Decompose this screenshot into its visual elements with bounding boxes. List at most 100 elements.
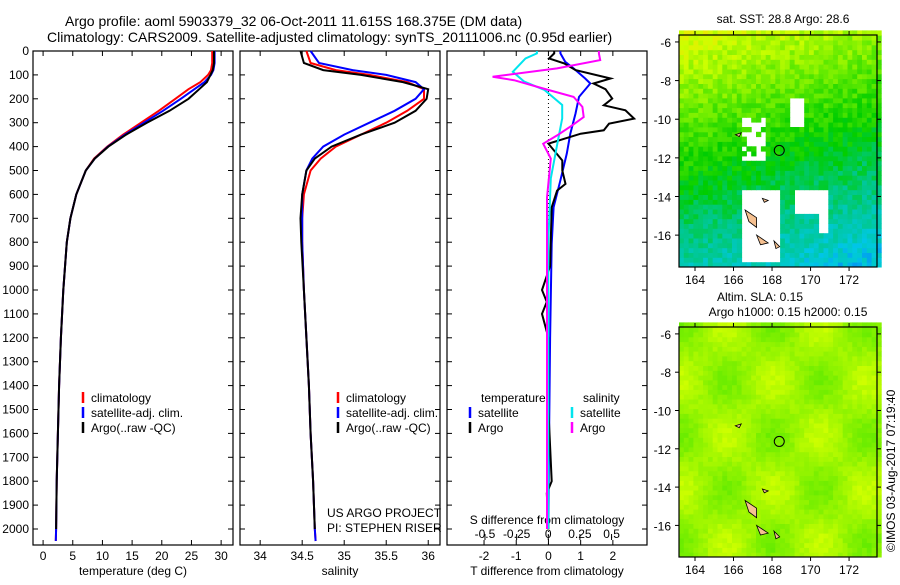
lon-tick-label: 168 xyxy=(762,273,782,287)
island-shape xyxy=(734,132,742,138)
y-tick-label: 1000 xyxy=(2,283,29,297)
y-tick-label: 1700 xyxy=(2,450,29,464)
lon-tick-label: 166 xyxy=(723,563,743,577)
legend-label: climatology xyxy=(346,391,406,405)
x2-tick-label: 0.25 xyxy=(568,527,592,541)
sla-map-panel: 164 166 168 170 172 -6 -8 -10 -12 -14 -16 Altim. SL… xyxy=(654,290,882,577)
lon-tick-label: 172 xyxy=(839,273,859,287)
map-frame xyxy=(678,34,878,268)
lat-tick-label: -14 xyxy=(654,481,672,495)
lon-tick-label: 164 xyxy=(685,273,705,287)
island-shape xyxy=(755,524,770,536)
x-tick-label: 30 xyxy=(214,549,228,563)
lat-tick-label: -14 xyxy=(654,190,672,204)
lat-tick-label: -8 xyxy=(660,366,671,380)
legend-title-temperature: temperature xyxy=(481,391,546,405)
legend-label: satellite-adj. clim. xyxy=(91,406,183,420)
pi-credit: PI: STEPHEN RISER xyxy=(327,521,442,535)
lon-tick-label: 170 xyxy=(801,563,821,577)
map-subtitle: Argo h1000: 0.15 h2000: 0.15 xyxy=(709,305,868,319)
lat-tick-label: -6 xyxy=(660,36,671,50)
y-tick-label: 900 xyxy=(9,259,29,273)
map-frame xyxy=(678,326,878,558)
y-tick-label: 0 xyxy=(22,44,29,58)
legend-label: Argo(..raw -QC) xyxy=(91,421,176,435)
map-field xyxy=(679,322,882,558)
x-tick-label: 25 xyxy=(185,549,199,563)
x-tick-label: 5 xyxy=(69,549,76,563)
y-tick-label: 1800 xyxy=(2,474,29,488)
y-tick-label: 500 xyxy=(9,164,29,178)
lat-tick-label: -12 xyxy=(654,152,672,166)
lon-tick-label: 172 xyxy=(839,563,859,577)
x2-tick-label: -0.5 xyxy=(475,527,496,541)
map-title: sat. SST: 28.8 Argo: 28.6 xyxy=(717,12,850,26)
y-tick-label: 2000 xyxy=(2,522,29,536)
temperature-panel: 0100200300400500600700800900100011001200… xyxy=(2,44,234,578)
series-line-argo xyxy=(299,50,430,530)
island-shape xyxy=(761,488,770,494)
map-field xyxy=(679,30,882,268)
x-tick-label: 2 xyxy=(610,549,617,563)
lat-tick-label: -12 xyxy=(654,443,672,457)
x-tick-label: 1 xyxy=(577,549,584,563)
x-tick-label: 15 xyxy=(125,549,139,563)
y-tick-label: 200 xyxy=(9,92,29,106)
y-tick-label: 300 xyxy=(9,116,29,130)
legend-s-satellite-label: satellite xyxy=(580,406,621,420)
salinity-panel: 34 34.5 35 35.5 36 salinity climatologysatelli… xyxy=(239,50,441,578)
x-tick-label: 10 xyxy=(96,549,110,563)
y-tick-label: 700 xyxy=(9,211,29,225)
lat-tick-label: -16 xyxy=(654,519,672,533)
x-tick-label: 20 xyxy=(155,549,169,563)
y-tick-label: 1100 xyxy=(3,307,29,321)
x-tick-label: 0 xyxy=(545,549,552,563)
legend-t-satellite-label: satellite xyxy=(478,406,519,420)
lat-tick-label: -10 xyxy=(654,404,672,418)
legend-label: climatology xyxy=(91,391,151,405)
island-shape xyxy=(744,499,757,519)
lon-tick-label: 168 xyxy=(762,563,782,577)
sst-map-panel: 164 166 168 170 172 -6 -8 -10 -12 -14 -16 sat. SST:… xyxy=(654,12,882,287)
legend-s-argo-label: Argo xyxy=(580,421,606,435)
y-tick-label: 100 xyxy=(9,68,29,82)
map-title: Altim. SLA: 0.15 xyxy=(717,290,803,304)
series-line-s-argo xyxy=(492,51,602,529)
x2-tick-label: 0 xyxy=(545,527,552,541)
x-axis-label: T difference from climatology xyxy=(470,564,624,578)
project-credit: US ARGO PROJECT xyxy=(327,506,442,520)
plot-frame xyxy=(32,50,234,546)
series-line-s-satellite xyxy=(511,51,564,529)
imos-stamp: ©IMOS 03-Aug-2017 07:19:40 xyxy=(884,389,898,552)
y-tick-label: 600 xyxy=(9,187,29,201)
y-tick-label: 1400 xyxy=(2,379,29,393)
x-axis-label: salinity xyxy=(322,564,359,578)
series-line-t-argo xyxy=(540,51,637,530)
x-tick-label: 34.5 xyxy=(291,549,315,563)
lat-tick-label: -6 xyxy=(660,328,671,342)
y-tick-label: 1300 xyxy=(2,355,29,369)
island-shape xyxy=(761,197,770,203)
argo-float-marker xyxy=(773,144,785,156)
lat-tick-label: -10 xyxy=(654,113,672,127)
x-tick-label: 34 xyxy=(253,549,267,563)
x-axis-label: temperature (deg C) xyxy=(79,564,187,578)
x-tick-label: 35 xyxy=(338,549,352,563)
legend-label: Argo(..raw -QC) xyxy=(346,421,431,435)
y-tick-label: 1200 xyxy=(2,331,29,345)
x-tick-label: -2 xyxy=(479,549,490,563)
x-tick-label: -1 xyxy=(511,549,522,563)
y-tick-label: 1600 xyxy=(2,426,29,440)
figure-title-line2: Climatology: CARS2009. Satellite-adjuste… xyxy=(47,29,612,45)
lon-tick-label: 164 xyxy=(685,563,705,577)
y-tick-label: 1500 xyxy=(2,403,29,417)
lon-tick-label: 166 xyxy=(723,273,743,287)
y-tick-label: 800 xyxy=(9,235,29,249)
x2-tick-label: -0.25 xyxy=(503,527,531,541)
island-shape xyxy=(755,234,770,246)
lat-tick-label: -16 xyxy=(654,229,672,243)
island-shape xyxy=(773,529,781,540)
lat-tick-label: -8 xyxy=(660,75,671,89)
